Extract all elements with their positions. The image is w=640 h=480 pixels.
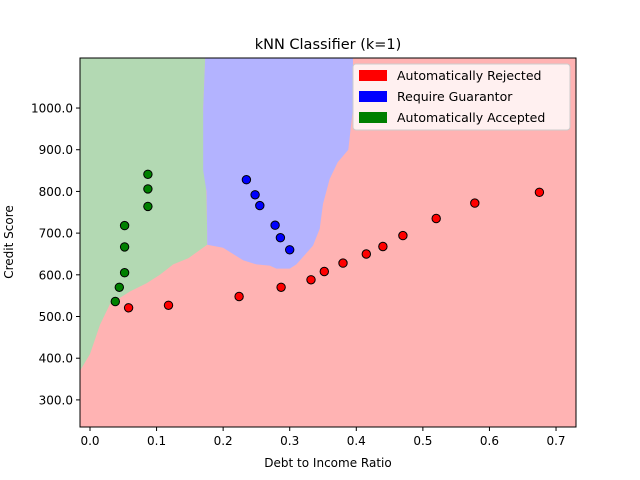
point-automatically-rejected — [306, 275, 316, 285]
legend-label-automatically-rejected: Automatically Rejected — [397, 68, 541, 83]
y-axis-label: Credit Score — [2, 205, 16, 279]
chart-title: kNN Classifier (k=1) — [255, 37, 402, 53]
point-require-guarantor — [270, 220, 280, 230]
data-points — [110, 169, 545, 313]
legend-swatch-automatically-accepted — [359, 112, 387, 123]
x-tick-label: 0.1 — [147, 434, 166, 448]
point-require-guarantor — [285, 245, 295, 255]
point-automatically-accepted — [119, 220, 130, 231]
point-require-guarantor — [250, 190, 260, 200]
point-automatically-rejected — [398, 230, 408, 241]
point-automatically-rejected — [534, 187, 545, 198]
x-tick-label: 0.7 — [546, 434, 565, 448]
point-automatically-rejected — [163, 300, 174, 310]
legend-swatch-require-guarantor — [359, 91, 387, 102]
y-tick-label: 800.0 — [39, 185, 73, 199]
y-tick-label: 900.0 — [39, 143, 73, 157]
point-automatically-rejected — [470, 198, 480, 208]
point-require-guarantor — [255, 200, 265, 211]
point-automatically-rejected — [234, 291, 244, 302]
point-automatically-accepted — [119, 242, 130, 252]
legend: Automatically Rejected Require Guarantor A… — [352, 63, 571, 131]
legend-label-require-guarantor: Require Guarantor — [397, 89, 513, 104]
point-automatically-accepted — [119, 268, 130, 278]
point-automatically-rejected — [319, 266, 329, 277]
x-tick-label: 0.0 — [80, 434, 99, 448]
x-tick-label: 0.5 — [413, 434, 432, 448]
y-axis-ticks: 300.0 400.0 500.0 600.0 700.0 800.0 900.0 1000.… — [31, 102, 80, 407]
point-automatically-rejected — [123, 303, 134, 313]
point-automatically-rejected — [338, 258, 348, 268]
x-tick-label: 0.3 — [280, 434, 299, 448]
x-tick-label: 0.2 — [214, 434, 233, 448]
point-automatically-accepted — [143, 169, 153, 180]
point-require-guarantor — [275, 233, 286, 243]
y-tick-label: 700.0 — [39, 227, 73, 241]
y-tick-label: 1000.0 — [31, 102, 73, 116]
legend-box — [352, 63, 571, 131]
y-tick-label: 400.0 — [39, 352, 73, 366]
point-automatically-accepted — [143, 184, 153, 194]
decision-regions — [80, 58, 353, 371]
point-automatically-accepted — [110, 296, 121, 307]
x-axis-ticks: 0.0 0.1 0.2 0.3 0.4 0.5 0.6 0.7 — [80, 427, 566, 448]
point-automatically-accepted — [143, 201, 153, 212]
x-tick-label: 0.6 — [480, 434, 499, 448]
point-require-guarantor — [241, 175, 252, 185]
region-require-guarantor — [203, 58, 353, 269]
plot-frame — [79, 57, 577, 428]
point-automatically-rejected — [378, 241, 388, 252]
legend-swatch-automatically-rejected — [359, 70, 387, 81]
legend-label-automatically-accepted: Automatically Accepted — [397, 110, 545, 125]
y-tick-label: 300.0 — [39, 393, 73, 407]
point-automatically-accepted — [114, 282, 125, 292]
point-automatically-rejected — [431, 213, 441, 224]
region-automatically-accepted — [80, 58, 208, 371]
x-tick-label: 0.4 — [347, 434, 366, 448]
y-tick-label: 600.0 — [39, 268, 73, 282]
point-automatically-rejected — [361, 249, 371, 259]
x-axis-label: Debt to Income Ratio — [264, 456, 391, 470]
point-automatically-rejected — [276, 282, 286, 292]
y-tick-label: 500.0 — [39, 310, 73, 324]
